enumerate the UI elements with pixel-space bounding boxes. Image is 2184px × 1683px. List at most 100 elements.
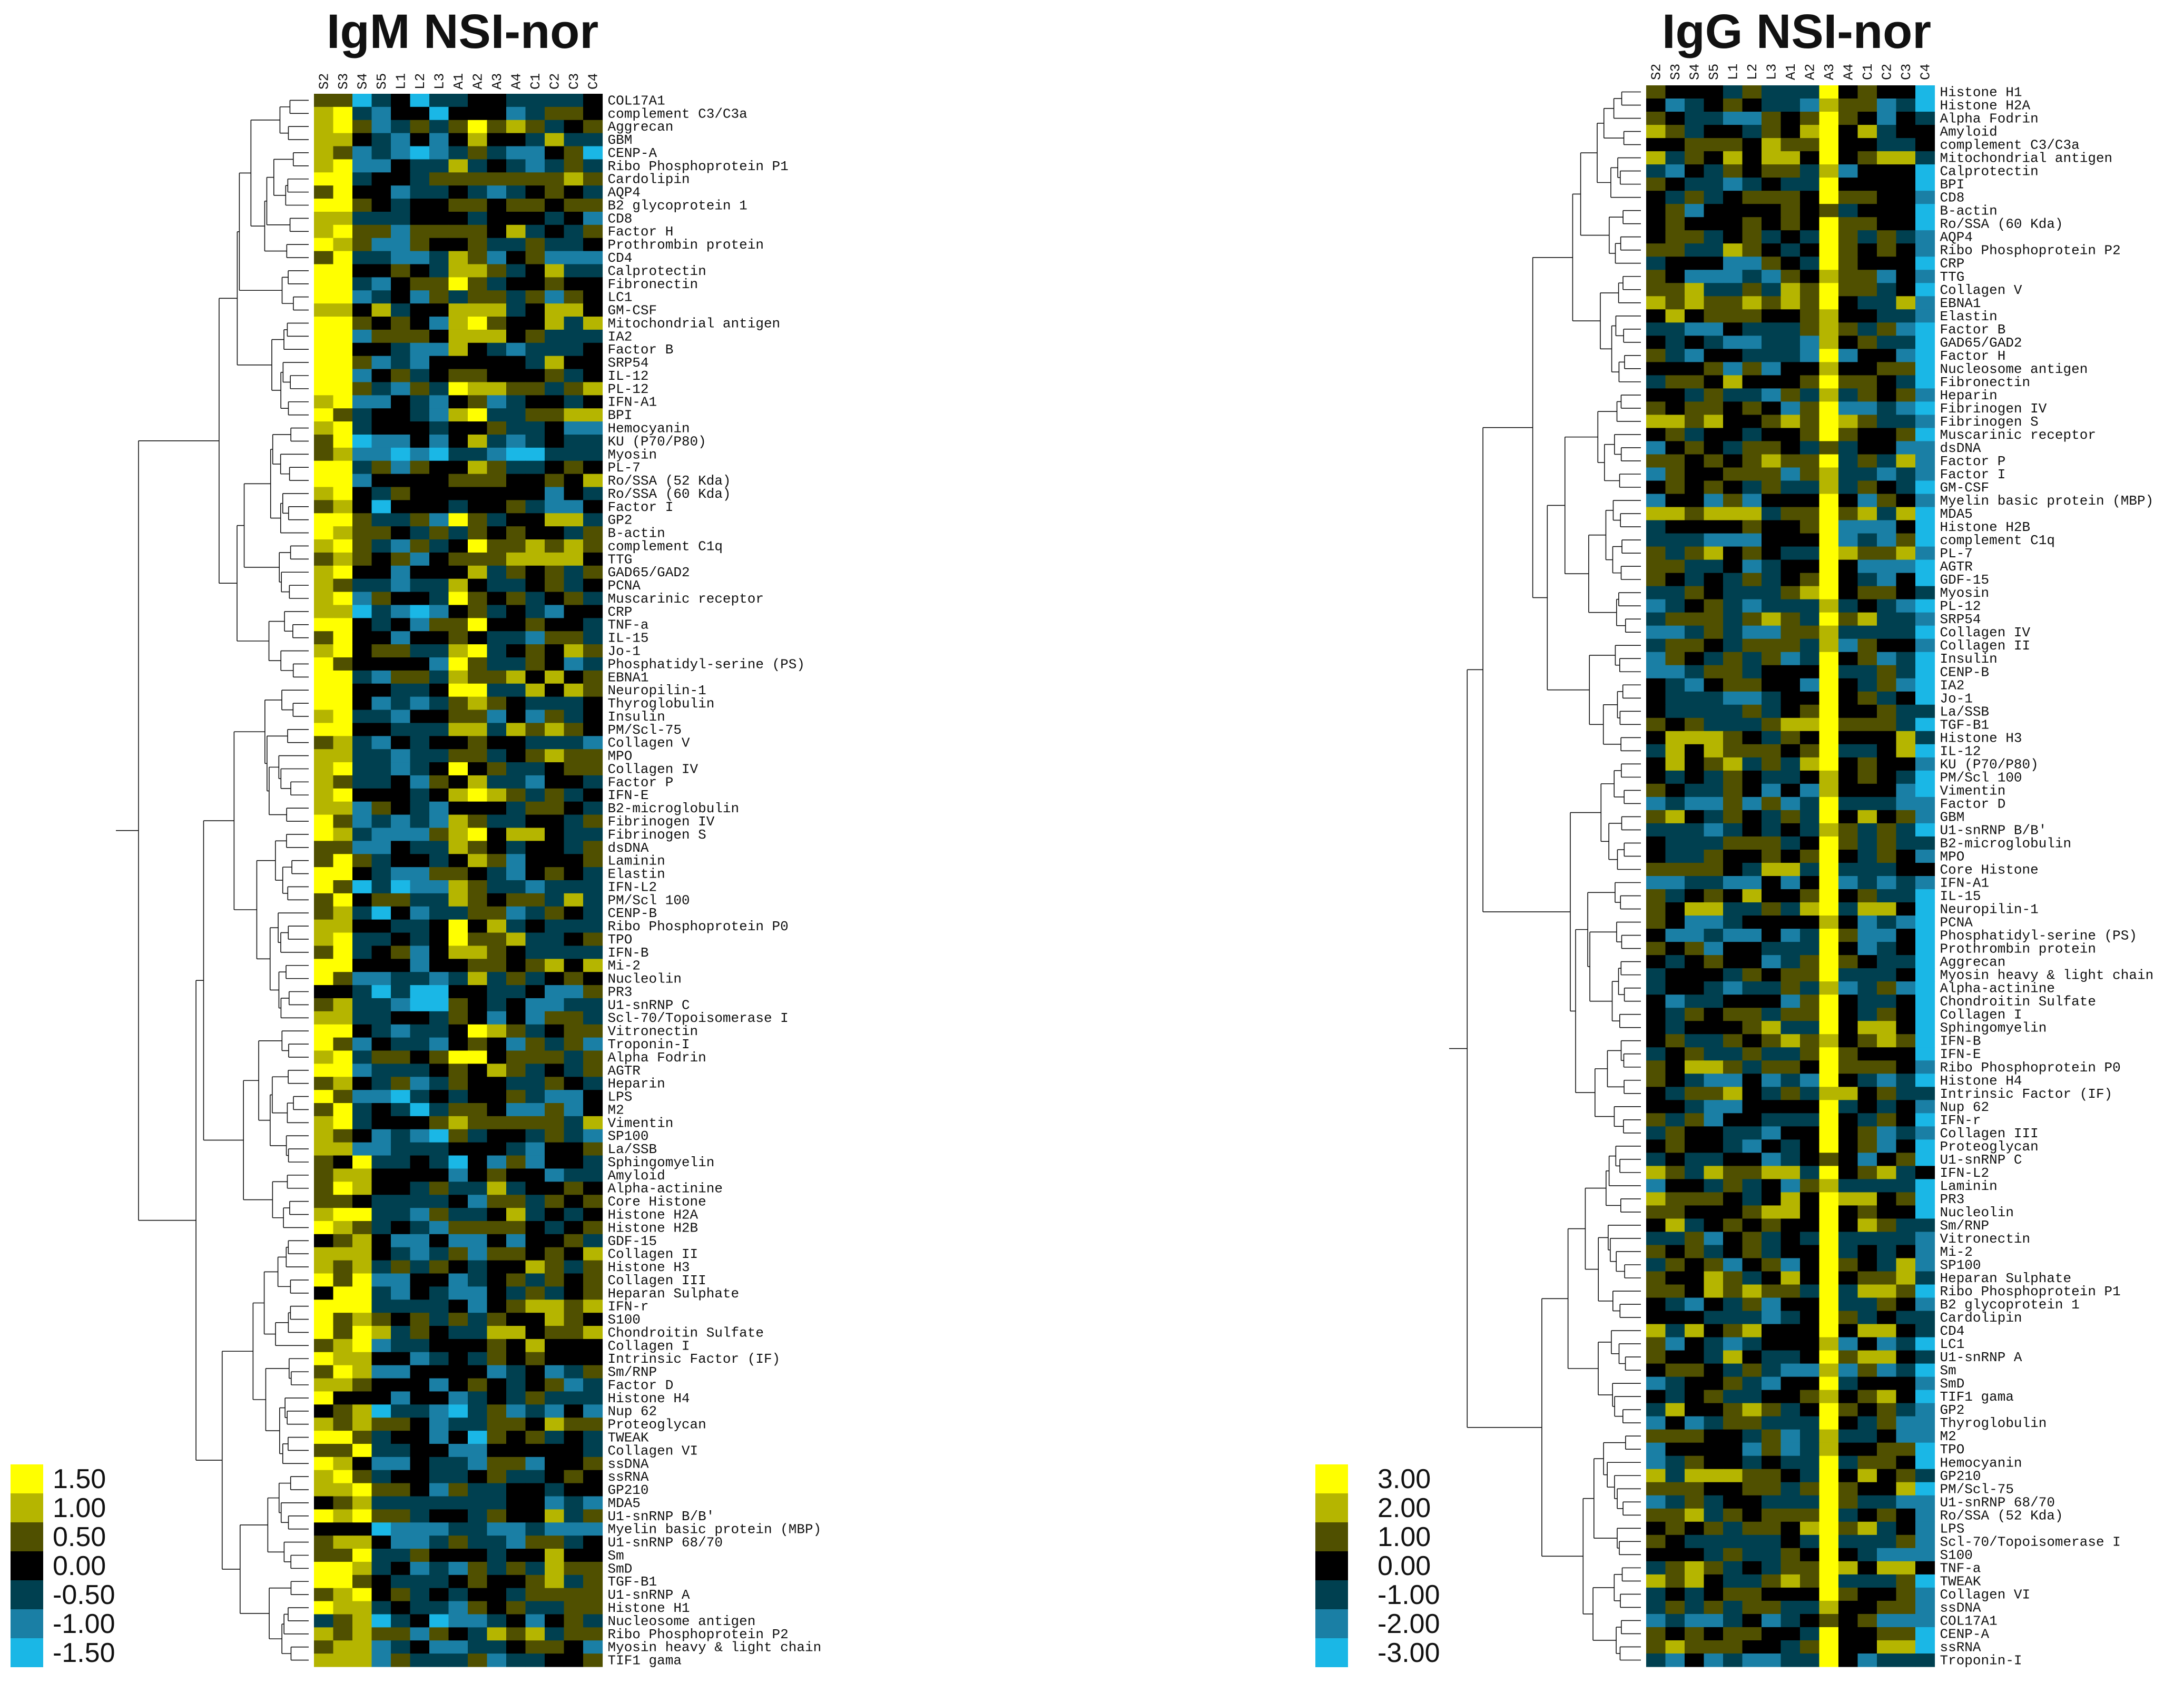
igg-heatmap-cell xyxy=(1819,625,1839,639)
igg-heatmap-cell xyxy=(1742,942,1762,956)
igm-heatmap-cell xyxy=(545,317,565,330)
igg-heatmap-cell xyxy=(1762,1047,1782,1061)
igg-heatmap-cell xyxy=(1665,1139,1685,1153)
igm-heatmap-cell xyxy=(333,1378,353,1392)
igg-heatmap-cell xyxy=(1896,678,1916,692)
igm-heatmap-cell xyxy=(564,592,584,606)
igm-heatmap-cell xyxy=(352,1050,372,1064)
igg-heatmap-cell xyxy=(1723,85,1743,99)
igg-heatmap-cell xyxy=(1742,1495,1762,1509)
igm-heatmap-cell xyxy=(468,605,488,618)
igg-heatmap-cell xyxy=(1915,1482,1935,1496)
igm-heatmap-cell xyxy=(564,303,584,317)
igg-heatmap-cell xyxy=(1819,1376,1839,1391)
igg-heatmap-cell xyxy=(1857,1613,1877,1628)
igm-heatmap-cell xyxy=(448,185,468,199)
igg-heatmap-cell xyxy=(1877,981,1897,995)
igm-heatmap-cell xyxy=(448,906,468,920)
igm-heatmap-cell xyxy=(564,185,584,199)
igm-heatmap-cell xyxy=(391,1247,411,1261)
igm-heatmap-cell xyxy=(506,880,526,894)
igg-heatmap-cell xyxy=(1915,810,1935,824)
igm-heatmap-cell xyxy=(314,369,334,383)
igm-heatmap-cell xyxy=(429,1561,449,1576)
igm-heatmap-cell xyxy=(468,1470,488,1484)
igg-heatmap-cell xyxy=(1915,1166,1935,1179)
igm-heatmap-cell xyxy=(545,1142,565,1156)
igm-heatmap-cell xyxy=(391,513,411,527)
igm-heatmap-cell xyxy=(448,146,468,160)
igm-row-label: GAD65/GAD2 xyxy=(608,565,690,580)
igm-heatmap-cell xyxy=(391,1654,411,1667)
igg-heatmap-cell xyxy=(1838,1403,1858,1417)
igg-row-label: GDF-15 xyxy=(1940,572,1990,588)
igg-heatmap-cell xyxy=(1896,810,1916,824)
igg-heatmap-cell xyxy=(1780,454,1801,468)
igm-heatmap-cell xyxy=(429,762,449,776)
igm-heatmap-cell xyxy=(371,474,391,488)
igm-heatmap-cell xyxy=(371,211,391,225)
igg-heatmap-cell xyxy=(1665,494,1685,508)
igg-heatmap-cell xyxy=(1800,573,1820,587)
igm-heatmap-cell xyxy=(429,1614,449,1628)
igg-heatmap-cell xyxy=(1685,1350,1705,1364)
igm-heatmap-cell xyxy=(391,1574,411,1589)
igg-heatmap-cell xyxy=(1646,1218,1666,1233)
igm-heatmap-cell xyxy=(391,329,411,343)
igg-heatmap-cell xyxy=(1646,507,1666,521)
igg-heatmap-cell xyxy=(1762,1442,1782,1456)
igm-heatmap-cell xyxy=(448,1037,468,1051)
igg-heatmap-cell xyxy=(1819,1534,1839,1549)
igg-heatmap-cell xyxy=(1896,1297,1916,1312)
igg-heatmap-cell xyxy=(1780,1508,1801,1522)
igg-heatmap-cell xyxy=(1704,731,1724,745)
igm-heatmap-cell xyxy=(448,1090,468,1104)
igg-row-label: complement C3/C3a xyxy=(1940,137,2080,153)
igm-heatmap-cell xyxy=(333,1234,353,1248)
igg-heatmap-cell xyxy=(1704,388,1724,402)
igm-heatmap-cell xyxy=(391,565,411,579)
igm-heatmap-cell xyxy=(564,919,584,933)
igm-heatmap-cell xyxy=(564,1443,584,1458)
igg-heatmap-cell xyxy=(1780,652,1801,666)
igm-heatmap-cell xyxy=(333,342,353,357)
igm-heatmap-cell xyxy=(545,932,565,947)
igm-heatmap-cell xyxy=(583,736,603,750)
igg-heatmap-cell xyxy=(1819,1574,1839,1588)
igg-heatmap-cell xyxy=(1915,520,1935,534)
igm-heatmap-cell xyxy=(352,1208,372,1222)
igg-legend-label: -3.00 xyxy=(1378,1638,1440,1668)
igg-heatmap-cell xyxy=(1723,612,1743,626)
igg-heatmap-cell xyxy=(1762,862,1782,877)
igm-heatmap-cell xyxy=(314,434,334,448)
igm-heatmap-cell xyxy=(564,356,584,370)
igg-heatmap-cell xyxy=(1800,217,1820,231)
igg-heatmap-cell xyxy=(1646,1245,1666,1259)
igm-heatmap-cell xyxy=(525,828,545,841)
igg-heatmap-cell xyxy=(1665,217,1685,231)
igg-heatmap-cell xyxy=(1915,138,1935,152)
igm-heatmap-cell xyxy=(371,1037,391,1051)
igm-heatmap-cell xyxy=(333,290,353,304)
igm-heatmap-cell xyxy=(468,552,488,566)
igg-heatmap-cell xyxy=(1646,1442,1666,1456)
igg-heatmap-cell xyxy=(1704,441,1724,455)
igg-heatmap-cell xyxy=(1896,573,1916,587)
igm-heatmap-cell xyxy=(487,1300,507,1313)
igg-heatmap-cell xyxy=(1665,1653,1685,1667)
igm-heatmap-cell xyxy=(352,513,372,527)
igg-heatmap-cell xyxy=(1685,1218,1705,1233)
igm-heatmap-cell xyxy=(333,657,353,671)
igg-legend-label: 0.00 xyxy=(1378,1551,1431,1581)
igg-sample-label: A4 xyxy=(1841,64,1856,80)
igg-heatmap-cell xyxy=(1838,441,1858,455)
igm-heatmap-cell xyxy=(333,814,353,829)
igg-heatmap-cell xyxy=(1819,467,1839,481)
igm-heatmap-cell xyxy=(314,526,334,540)
igm-heatmap-cell xyxy=(371,1338,391,1353)
igg-heatmap-cell xyxy=(1896,783,1916,798)
igm-heatmap-cell xyxy=(506,932,526,947)
igg-heatmap-cell xyxy=(1685,783,1705,798)
igm-sample-label: A4 xyxy=(508,73,524,90)
igm-heatmap-cell xyxy=(314,1011,334,1025)
